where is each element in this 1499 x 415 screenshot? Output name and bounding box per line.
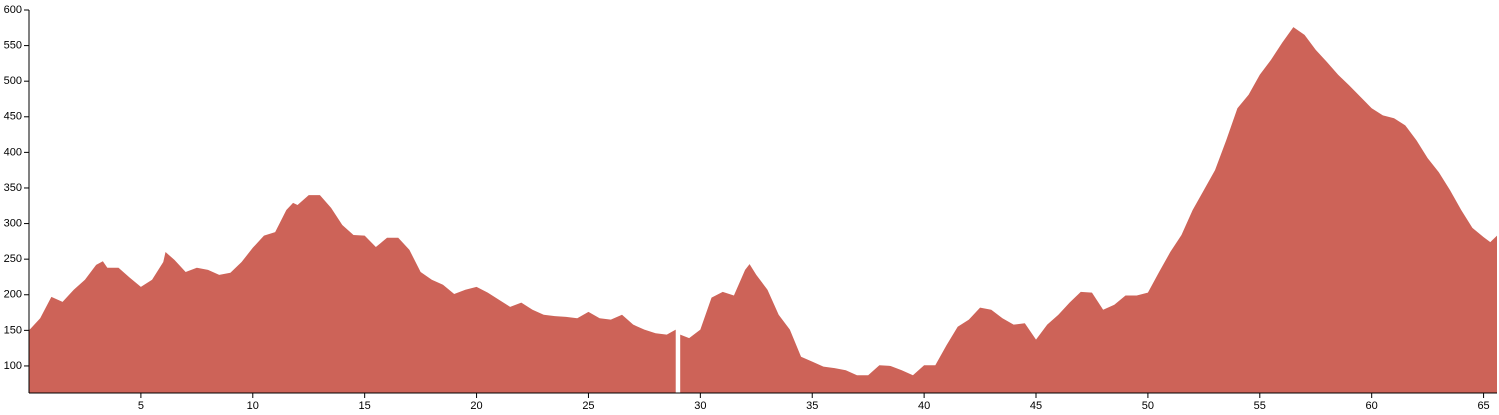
elevation-area (29, 195, 676, 393)
x-tick-label: 20 (470, 400, 482, 412)
x-tick-label: 10 (247, 400, 259, 412)
y-tick-label: 450 (4, 111, 22, 123)
y-tick-label: 500 (4, 75, 22, 87)
y-tick-label: 200 (4, 289, 22, 301)
x-tick-label: 35 (806, 400, 818, 412)
y-tick-label: 550 (4, 40, 22, 52)
x-tick-label: 50 (1142, 400, 1154, 412)
y-tick-label: 400 (4, 146, 22, 158)
elevation-area (680, 27, 1497, 393)
y-tick-label: 100 (4, 360, 22, 372)
x-tick-label: 25 (582, 400, 594, 412)
y-tick-label: 250 (4, 253, 22, 265)
x-tick-label: 40 (918, 400, 930, 412)
y-tick-label: 150 (4, 324, 22, 336)
x-tick-label: 65 (1477, 400, 1489, 412)
x-tick-label: 60 (1366, 400, 1378, 412)
y-tick-label: 600 (4, 4, 22, 16)
x-tick-label: 15 (359, 400, 371, 412)
y-tick-label: 350 (4, 182, 22, 194)
y-tick-label: 300 (4, 217, 22, 229)
x-tick-label: 5 (138, 400, 144, 412)
x-tick-label: 45 (1030, 400, 1042, 412)
x-tick-label: 55 (1254, 400, 1266, 412)
x-tick-label: 30 (694, 400, 706, 412)
